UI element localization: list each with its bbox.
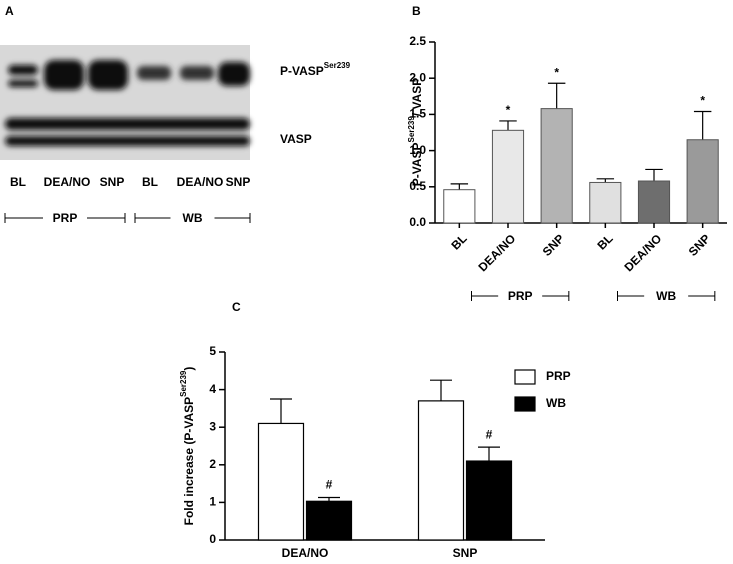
band-label-text: P-VASP [280,64,324,78]
legend-swatch [514,369,536,385]
bar [465,460,513,541]
bar [491,129,525,224]
y-tick-label: 1 [209,495,216,509]
band [5,118,250,130]
lane-label: SNP [100,175,125,189]
y-label-suffix: ) [182,367,196,371]
bar [686,139,719,224]
bar [637,180,671,224]
y-label-suffix: / VASP [410,78,424,116]
band [180,66,214,80]
y-tick-label: 4 [209,382,216,396]
bar [417,400,465,541]
group-label: PRP [53,211,78,225]
y-tick-label: 1.0 [409,143,426,157]
legend-label: WB [546,396,566,410]
band [88,60,128,90]
bar [540,108,573,224]
y-tick-label: 0 [209,532,216,546]
lane-label: DEA/NO [44,175,91,189]
panel-label: B [412,4,421,18]
x-tick-label: DEA/NO [621,231,664,274]
y-tick-label: 1.5 [409,107,426,121]
y-label-superscript: Ser239 [179,370,188,397]
band [8,80,38,87]
group-label: WB [656,289,676,303]
band [8,65,38,75]
legend-label: PRP [546,369,571,383]
x-tick-label: DEA/NO [475,231,518,274]
lane-label: DEA/NO [177,175,224,189]
band [44,60,84,90]
x-tick-label: SNP [540,231,567,258]
band-label-superscript: Ser239 [324,61,351,70]
x-tick-label: SNP [453,546,478,560]
band [218,62,250,86]
bar [305,500,353,541]
group-label: WB [183,211,203,225]
panel-label: A [5,4,14,18]
y-tick-label: 2 [209,457,216,471]
panel-label: C [232,300,241,314]
significance-marker: # [486,427,493,441]
y-tick-label: 2.5 [409,34,426,48]
y-label-text: P-VASP [410,142,424,186]
y-tick-label: 0.5 [409,179,426,193]
significance-marker: # [326,478,333,492]
x-tick-label: SNP [686,231,713,258]
significance-marker: * [554,65,559,79]
significance-marker: * [506,103,511,117]
bar [443,189,476,224]
band-label: P-VASPSer239 [280,61,351,78]
lane-label: SNP [226,175,251,189]
y-axis-label: Fold increase (P-VASPSer239) [179,367,196,526]
x-tick-label: BL [594,231,615,252]
blot-image [0,45,250,160]
bar [257,422,305,541]
y-label-text: Fold increase (P-VASP [182,397,196,525]
y-label-superscript: Ser239 [407,116,416,143]
x-tick-label: DEA/NO [282,546,329,560]
y-tick-label: 5 [209,344,216,358]
band-label: VASP [280,132,312,146]
y-tick-label: 2.0 [409,70,426,84]
bar [589,181,622,224]
y-tick-label: 0.0 [409,215,426,229]
y-axis-label: P-VASPSer239/ VASP [407,78,424,187]
band [137,66,171,80]
band [5,136,250,146]
y-tick-label: 3 [209,419,216,433]
lane-label: BL [142,175,158,189]
lane-label: BL [10,175,26,189]
x-tick-label: BL [448,231,469,252]
legend-swatch [514,396,536,412]
significance-marker: * [700,94,705,108]
group-label: PRP [508,289,533,303]
